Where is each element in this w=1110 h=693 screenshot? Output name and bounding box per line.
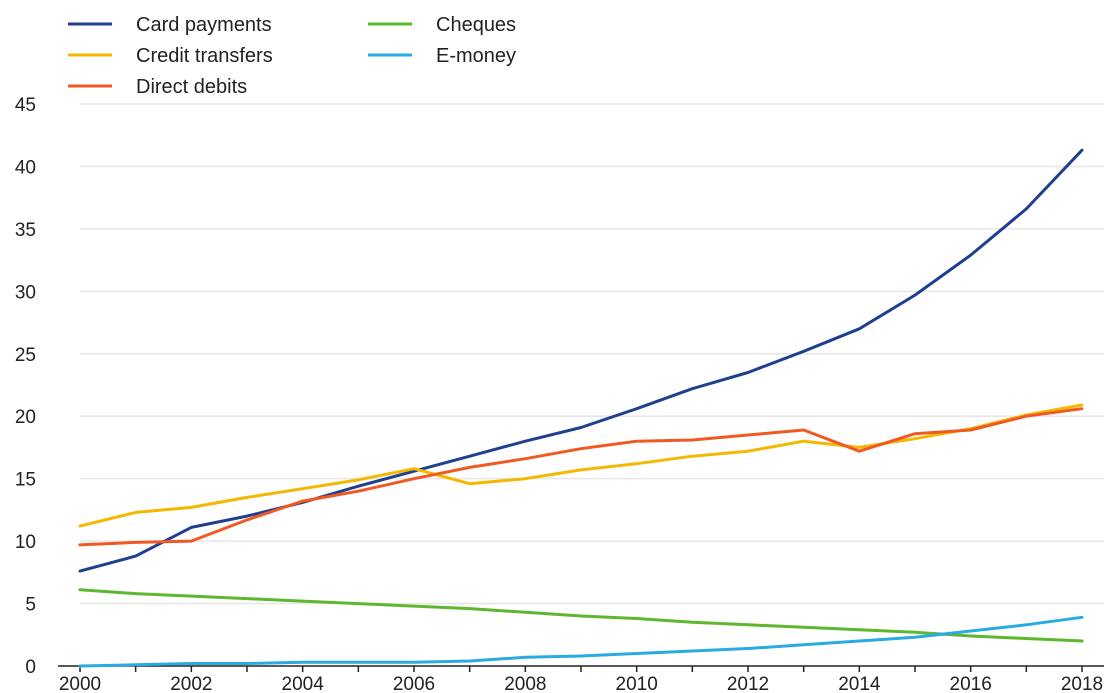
series-line-e-money xyxy=(78,615,1084,668)
x-tick-label: 2016 xyxy=(950,674,992,693)
legend: Card payments Credit transfers Direct debi… xyxy=(68,14,516,98)
x-tick-label: 2008 xyxy=(504,674,546,693)
legend-label-card-payments: Card payments xyxy=(136,14,272,36)
gridlines xyxy=(80,103,1104,605)
series-line-card-payments xyxy=(78,148,1084,573)
x-tick-label: 2018 xyxy=(1061,674,1103,693)
series-line-credit-transfers xyxy=(78,403,1084,528)
legend-label-credit-transfers: Credit transfers xyxy=(136,45,273,67)
x-tick-label: 2002 xyxy=(170,674,212,693)
x-tick-label: 2012 xyxy=(727,674,769,693)
x-tick-label: 2000 xyxy=(59,674,101,693)
legend-label-direct-debits: Direct debits xyxy=(136,76,247,98)
series-line-direct-debits xyxy=(78,407,1084,547)
x-tick-label: 2004 xyxy=(282,674,325,693)
y-tick-label: 15 xyxy=(15,470,36,491)
y-tick-label: 35 xyxy=(15,220,36,241)
y-tick-label: 45 xyxy=(15,95,36,116)
y-tick-label: 30 xyxy=(15,282,36,303)
y-tick-label: 10 xyxy=(15,532,36,553)
y-tick-label: 25 xyxy=(15,345,36,366)
x-tick-label: 2014 xyxy=(838,674,881,693)
y-tick-label: 5 xyxy=(25,595,36,616)
x-tick-label: 2006 xyxy=(393,674,435,693)
axes: 0 5 10 15 20 25 30 35 40 45 2000 2002 2004 2006 2008 20… xyxy=(15,95,1104,693)
series-line-cheques xyxy=(78,588,1084,643)
y-tick-label: 40 xyxy=(15,157,36,178)
x-tick-label: 2010 xyxy=(616,674,658,693)
series-lines xyxy=(78,148,1084,668)
legend-label-cheques: Cheques xyxy=(436,14,516,36)
y-tick-label: 20 xyxy=(15,407,36,428)
legend-label-e-money: E-money xyxy=(436,45,516,67)
y-tick-label: 0 xyxy=(25,657,36,678)
